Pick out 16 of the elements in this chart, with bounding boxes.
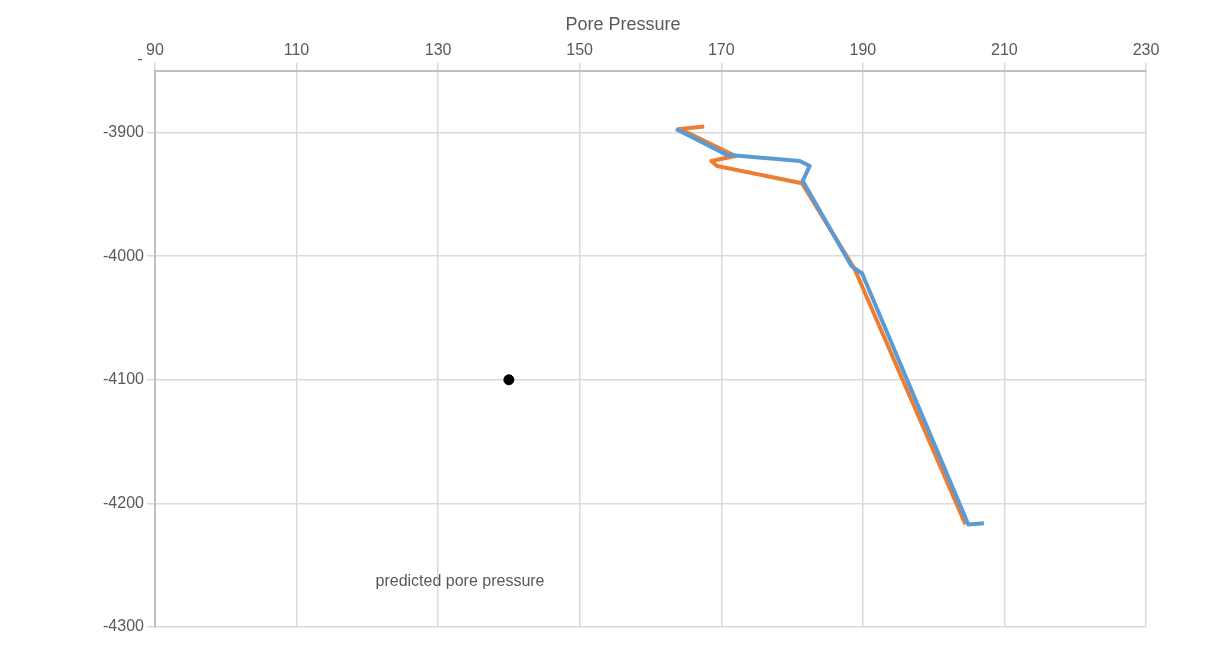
x-tick-label: 190 bbox=[849, 40, 877, 58]
x-tick-label: 130 bbox=[424, 40, 452, 58]
y-tick-label: -4000 bbox=[103, 246, 145, 264]
chart-title: Pore Pressure bbox=[565, 13, 681, 34]
x-tick-label: 230 bbox=[1132, 40, 1160, 58]
x-tick-label: 150 bbox=[566, 40, 594, 58]
y-tick-label: -4100 bbox=[103, 370, 145, 388]
y-tick-label: -3900 bbox=[103, 123, 145, 141]
annotation: predicted pore pressure bbox=[375, 572, 545, 590]
x-tick-label: 170 bbox=[707, 40, 735, 58]
y-tick-label: -4300 bbox=[103, 617, 145, 635]
x-tick-label: 210 bbox=[991, 40, 1018, 58]
y-tick-label: -4200 bbox=[103, 493, 145, 511]
text: - bbox=[137, 50, 143, 68]
x-tick-label: 110 bbox=[283, 40, 310, 58]
x-tick-label: 90 bbox=[146, 40, 164, 58]
